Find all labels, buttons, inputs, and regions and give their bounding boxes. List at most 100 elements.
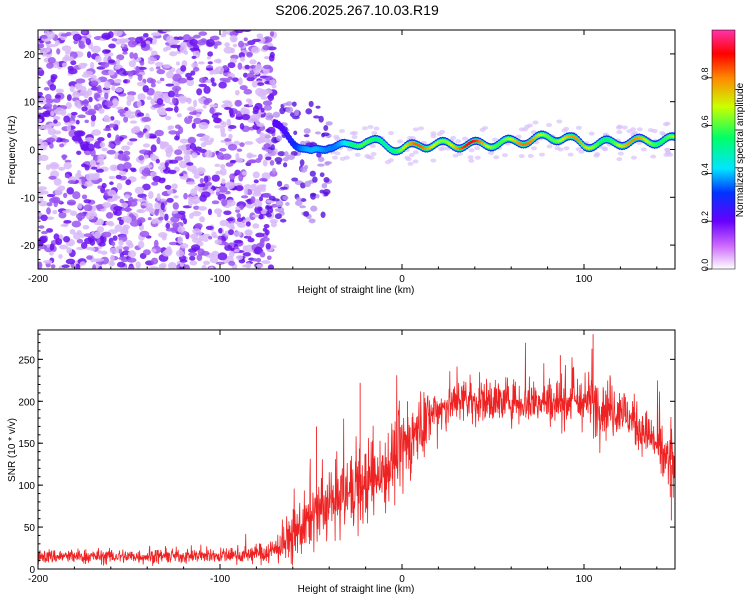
ridge-halo <box>527 123 534 128</box>
noise-blob <box>191 244 201 251</box>
noise-blob <box>186 162 194 166</box>
noise-blob <box>321 182 328 189</box>
noise-blob <box>46 216 55 220</box>
noise-blob <box>103 128 112 132</box>
noise-blob <box>126 99 132 106</box>
noise-blob <box>295 197 302 201</box>
noise-blob <box>161 234 167 241</box>
noise-blob <box>50 110 55 116</box>
noise-blob <box>189 142 197 150</box>
noise-blob <box>169 51 178 57</box>
noise-blob <box>203 99 210 106</box>
noise-blob <box>53 178 62 186</box>
noise-blob <box>299 205 306 209</box>
ridge-halo <box>452 153 459 158</box>
noise-blob <box>38 186 48 191</box>
noise-blob <box>135 261 141 269</box>
noise-blob <box>193 34 201 39</box>
ridge-halo <box>439 129 446 134</box>
noise-blob <box>239 85 248 91</box>
noise-blob <box>38 118 43 123</box>
noise-blob <box>203 139 213 146</box>
noise-blob <box>199 177 204 184</box>
noise-blob <box>75 263 81 269</box>
noise-blob <box>58 254 63 259</box>
ridge-halo <box>640 147 647 152</box>
noise-blob <box>219 164 226 169</box>
ridge-halo <box>412 127 419 132</box>
noise-blob <box>150 98 156 106</box>
ridge-core <box>290 140 294 144</box>
noise-blob <box>154 201 162 210</box>
noise-blob <box>114 87 123 93</box>
ridge-halo <box>588 131 595 136</box>
noise-blob <box>142 249 151 256</box>
noise-blob <box>229 222 235 229</box>
noise-blob <box>123 162 132 170</box>
noise-blob <box>83 204 93 212</box>
noise-blob <box>256 82 265 86</box>
noise-blob <box>101 147 108 152</box>
noise-blob <box>234 89 240 96</box>
noise-blob <box>155 91 164 96</box>
noise-blob <box>99 141 106 148</box>
noise-blob <box>77 114 86 119</box>
noise-blob <box>63 115 70 123</box>
noise-blob <box>104 49 111 53</box>
ridge-halo <box>412 159 419 164</box>
noise-blob <box>253 200 263 208</box>
noise-blob <box>129 51 135 59</box>
noise-blob <box>161 30 172 33</box>
ridge-halo <box>412 150 419 155</box>
noise-blob <box>75 78 86 84</box>
ridge-halo <box>518 154 525 159</box>
snr-frame <box>37 329 676 570</box>
noise-blob <box>186 106 196 112</box>
noise-blob <box>114 224 123 232</box>
noise-blob <box>314 131 322 135</box>
ridge-halo <box>501 153 508 158</box>
ridge-halo <box>369 144 376 149</box>
noise-blob <box>216 152 224 160</box>
noise-blob <box>46 193 56 198</box>
noise-blob <box>254 117 260 125</box>
noise-blob <box>117 153 127 161</box>
noise-blob <box>236 212 241 219</box>
noise-blob <box>108 59 116 64</box>
ridge-halo <box>467 155 474 160</box>
noise-blob <box>55 88 64 93</box>
noise-blob <box>48 175 57 180</box>
noise-blob <box>55 238 63 246</box>
colorbar-gradient <box>711 29 736 270</box>
noise-blob <box>137 93 146 101</box>
noise-blob <box>213 43 218 49</box>
noise-blob <box>142 183 151 191</box>
noise-blob <box>159 112 168 116</box>
noise-blob <box>112 235 118 241</box>
ridge-halo <box>468 148 475 153</box>
noise-blob <box>195 108 204 113</box>
noise-blob <box>221 198 228 207</box>
noise-blob <box>127 39 138 48</box>
noise-blob <box>211 231 217 238</box>
noise-blob <box>150 82 156 88</box>
noise-blob <box>121 202 129 208</box>
ridge-core <box>526 141 530 145</box>
noise-blob <box>63 235 71 243</box>
noise-blob <box>218 227 223 234</box>
noise-blob <box>270 221 277 228</box>
noise-blob <box>208 236 213 240</box>
noise-blob <box>308 218 316 224</box>
noise-blob <box>38 261 43 269</box>
noise-blob <box>171 97 177 104</box>
noise-blob <box>259 240 265 248</box>
ridge-halo <box>621 125 628 130</box>
noise-blob <box>107 189 117 197</box>
noise-blob <box>193 172 200 179</box>
snr-spikes <box>316 334 672 521</box>
noise-blob <box>178 126 184 135</box>
noise-blob <box>139 230 150 238</box>
ridge-halo <box>650 154 657 159</box>
noise-blob <box>255 257 262 263</box>
noise-blob <box>255 64 263 72</box>
